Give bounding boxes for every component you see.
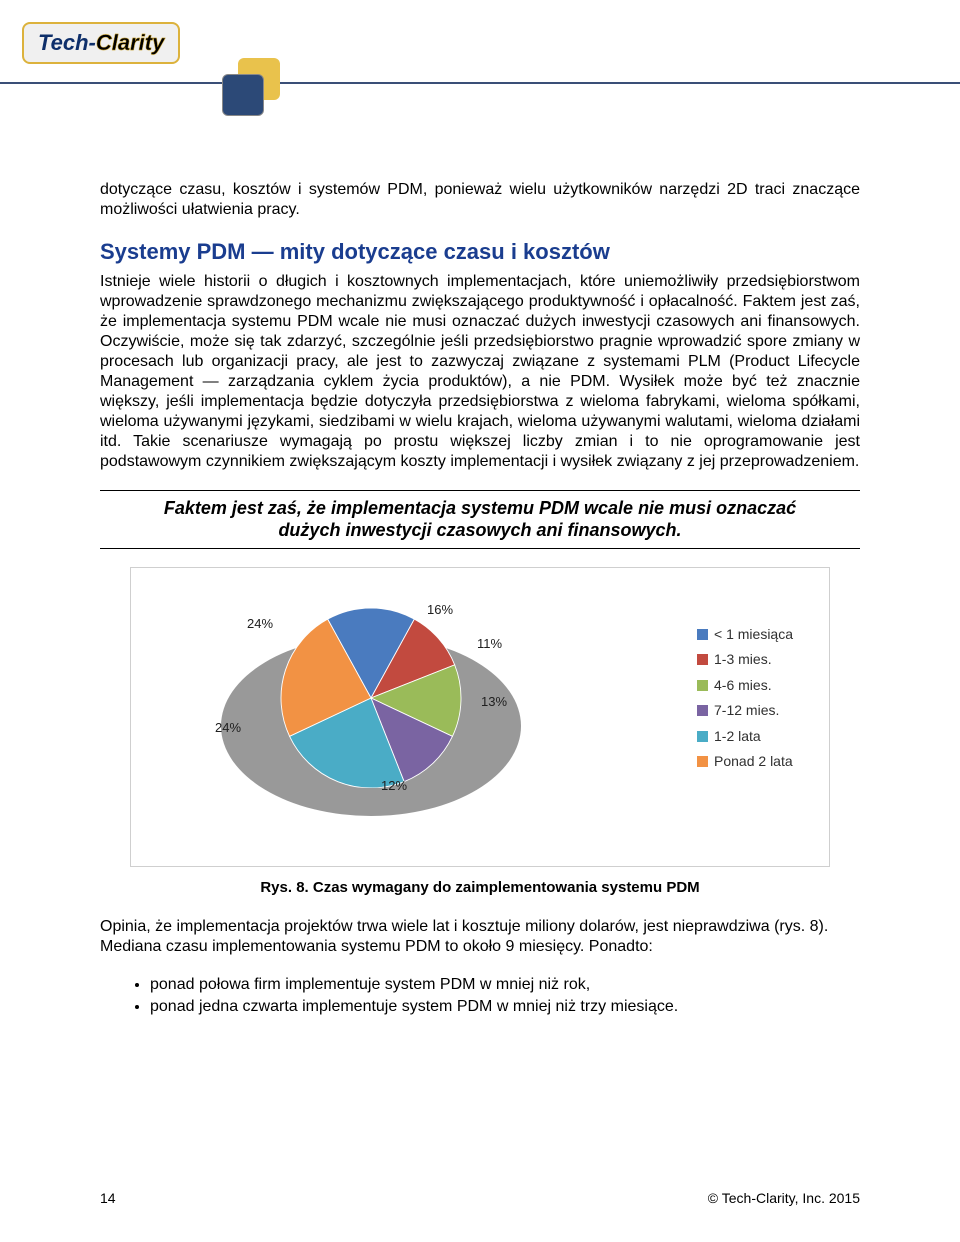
pie-top-face xyxy=(221,608,521,788)
body-paragraph: Istnieje wiele historii o długich i kosz… xyxy=(100,272,860,472)
page-header: Tech-Clarity xyxy=(0,0,960,120)
square-blue-icon xyxy=(222,74,264,116)
pie-svg xyxy=(221,608,521,788)
logo-left: Tech- xyxy=(38,30,96,55)
legend-swatch-icon xyxy=(697,680,708,691)
callout-quote: Faktem jest zaś, że implementacja system… xyxy=(100,490,860,549)
list-item: ponad połowa firm implementuje system PD… xyxy=(150,975,860,995)
logo-badge: Tech-Clarity xyxy=(22,22,180,64)
legend-swatch-icon xyxy=(697,705,708,716)
pie-slice-label: 24% xyxy=(215,720,241,736)
legend-item: 4-6 mies. xyxy=(697,677,793,695)
legend-item: 1-2 lata xyxy=(697,728,793,746)
legend-item: < 1 miesiąca xyxy=(697,626,793,644)
closing-paragraph: Opinia, że implementacja projektów trwa … xyxy=(100,917,860,957)
legend-label: 1-3 mies. xyxy=(714,651,772,669)
legend-swatch-icon xyxy=(697,654,708,665)
intro-paragraph: dotyczące czasu, kosztów i systemów PDM,… xyxy=(100,180,860,220)
legend-swatch-icon xyxy=(697,756,708,767)
legend-swatch-icon xyxy=(697,629,708,640)
pie-slice-label: 11% xyxy=(477,636,502,652)
legend-label: 1-2 lata xyxy=(714,728,761,746)
header-rule xyxy=(0,82,960,84)
section-heading: Systemy PDM — mity dotyczące czasu i kos… xyxy=(100,238,860,266)
pie-slice-label: 24% xyxy=(247,616,273,632)
bullet-list: ponad połowa firm implementuje system PD… xyxy=(150,975,860,1017)
decorative-squares xyxy=(220,58,290,118)
legend-item: 1-3 mies. xyxy=(697,651,793,669)
legend-label: 7-12 mies. xyxy=(714,702,779,720)
legend-label: Ponad 2 lata xyxy=(714,753,793,771)
figure-8-chart: 16% 11% 13% 12% 24% 24% < 1 miesiąca 1-3 mies.… xyxy=(130,567,830,867)
logo-right: Clarity xyxy=(96,30,164,55)
pie-slice-label: 13% xyxy=(481,694,507,710)
legend-item: 7-12 mies. xyxy=(697,702,793,720)
page-content: dotyczące czasu, kosztów i systemów PDM,… xyxy=(0,120,960,1017)
legend-label: 4-6 mies. xyxy=(714,677,772,695)
pie-slice-label: 16% xyxy=(427,602,453,618)
page-footer: 14 © Tech-Clarity, Inc. 2015 xyxy=(100,1190,860,1206)
legend-label: < 1 miesiąca xyxy=(714,626,793,644)
list-item: ponad jedna czwarta implementuje system … xyxy=(150,997,860,1017)
pie-slice-label: 12% xyxy=(381,778,407,794)
pie-chart: 16%11%13%12%24%24% xyxy=(221,608,521,828)
page-number: 14 xyxy=(100,1190,116,1206)
copyright: © Tech-Clarity, Inc. 2015 xyxy=(708,1190,860,1206)
chart-legend: < 1 miesiąca 1-3 mies. 4-6 mies. 7-12 mies.… xyxy=(697,618,793,779)
legend-swatch-icon xyxy=(697,731,708,742)
legend-item: Ponad 2 lata xyxy=(697,753,793,771)
figure-caption: Rys. 8. Czas wymagany do zaimplementowan… xyxy=(100,879,860,898)
